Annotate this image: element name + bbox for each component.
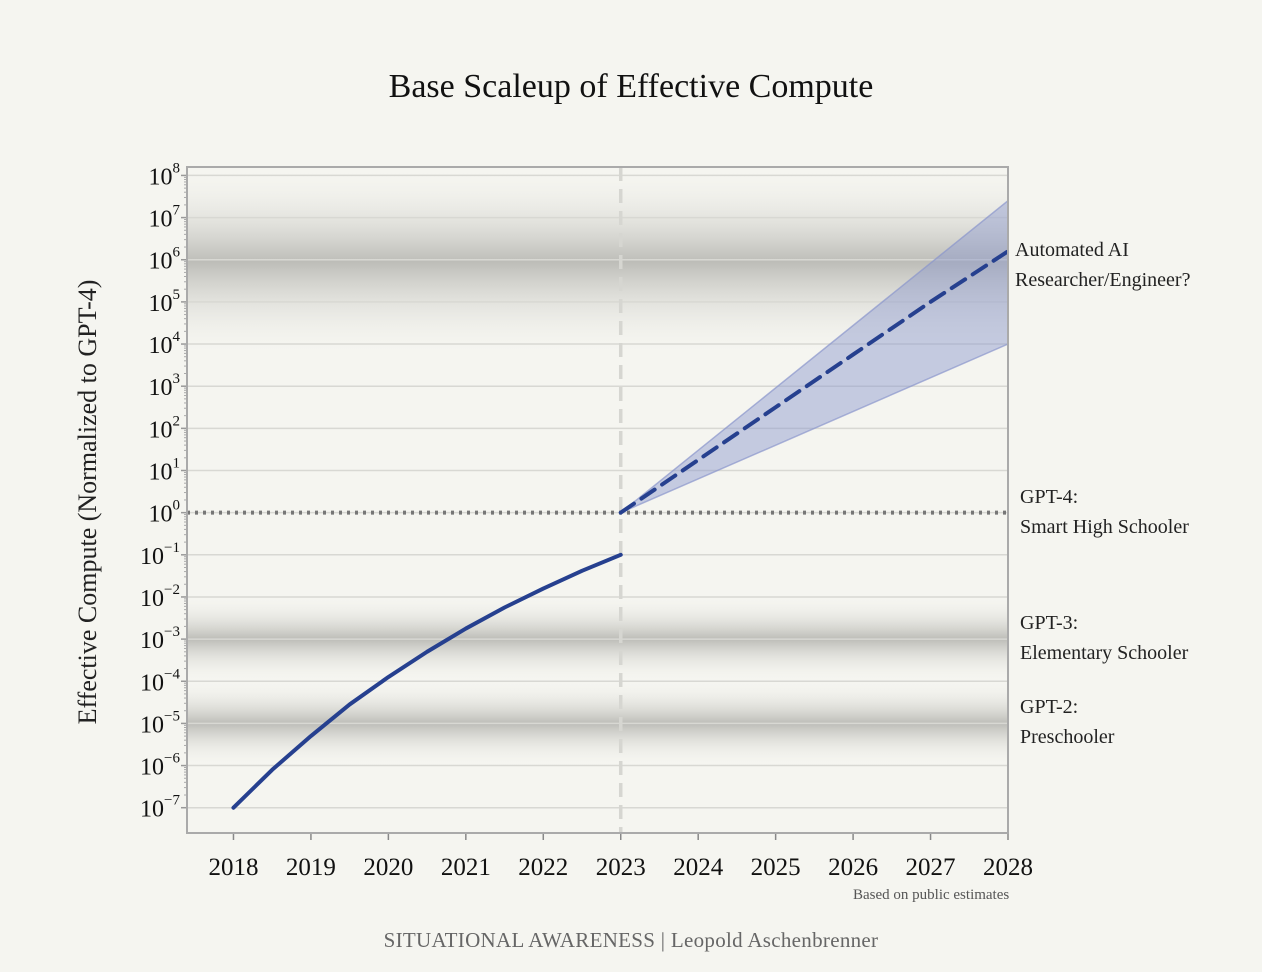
y-tick-label: 10−7 (140, 793, 180, 823)
historical-line (231, 552, 623, 810)
annotation-line: Elementary Schooler (1020, 642, 1189, 665)
x-tick-label: 2020 (363, 854, 413, 881)
x-tick-label: 2018 (208, 854, 258, 881)
annotation-line: GPT-4: (1020, 485, 1079, 508)
x-tick-label: 2024 (673, 854, 724, 881)
chart-title: Base Scaleup of Effective Compute (388, 68, 874, 105)
source-note: Based on public estimates (853, 887, 1010, 903)
y-tick-label: 108 (149, 160, 181, 190)
y-tick-label: 105 (149, 287, 181, 317)
y-tick-label: 10−2 (140, 582, 180, 612)
y-tick-label: 10−4 (140, 666, 180, 696)
annotation-line: GPT-3: (1020, 612, 1079, 635)
y-tick-label: 103 (149, 371, 181, 401)
annotation-line: Automated AI (1015, 239, 1129, 262)
annotation-automated-ai: Automated AI Researcher/Engineer? (1015, 235, 1190, 295)
annotation-line: Researcher/Engineer? (1015, 269, 1191, 292)
y-tick-label: 10−1 (140, 540, 180, 570)
projection-line (618, 249, 1010, 515)
y-tick-label: 106 (149, 245, 181, 275)
y-tick-label: 107 (149, 203, 181, 233)
y-tick-label: 102 (149, 413, 181, 443)
shaded-region (187, 167, 1008, 357)
y-tick-label: 101 (149, 455, 181, 485)
plot-frame (186, 166, 1009, 834)
x-tick-label: 2027 (906, 854, 956, 881)
y-tick-label: 104 (149, 329, 181, 359)
x-tick-label: 2025 (751, 854, 801, 881)
annotation-line: Preschooler (1020, 726, 1115, 749)
annotation-gpt4: GPT-4: Smart High Schooler (1020, 482, 1189, 542)
annotation-gpt2: GPT-2: Preschooler (1020, 692, 1114, 752)
annotation-gpt3: GPT-3: Elementary Schooler (1020, 608, 1188, 668)
x-tick-label: 2022 (518, 854, 568, 881)
x-tick-label: 2028 (983, 854, 1033, 881)
x-tick-label: 2021 (441, 854, 491, 881)
footer-credit: SITUATIONAL AWARENESS | Leopold Aschenbr… (383, 928, 879, 952)
x-tick-label: 2019 (286, 854, 336, 881)
annotation-line: Smart High Schooler (1020, 515, 1189, 538)
y-tick-label: 10−5 (140, 708, 180, 738)
x-tick-label: 2023 (596, 854, 646, 881)
y-tick-label: 100 (149, 498, 181, 528)
y-tick-label: 10−6 (140, 751, 180, 781)
y-tick-label: 10−3 (140, 624, 180, 654)
annotation-line: GPT-2: (1020, 696, 1079, 719)
x-tick-label: 2026 (828, 854, 878, 881)
